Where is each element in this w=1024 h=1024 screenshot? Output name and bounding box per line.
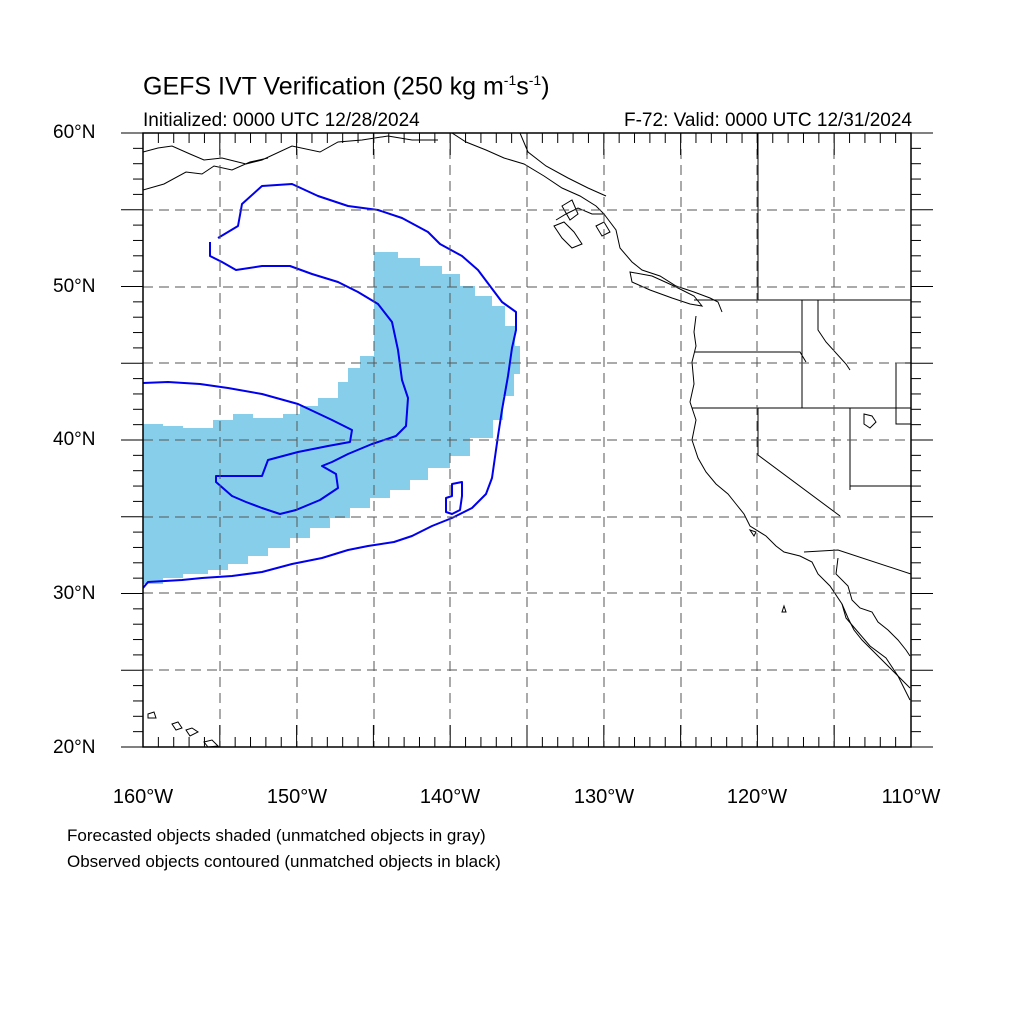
- initialized-time: Initialized: 0000 UTC 12/28/2024: [143, 110, 420, 131]
- footnote-forecast: Forecasted objects shaded (unmatched obj…: [67, 826, 486, 845]
- us-west-coastline: [689, 315, 911, 701]
- lat-label-30n: 30°N: [53, 583, 96, 604]
- observed-contour-small-loop: [445, 481, 463, 515]
- lon-label-120w: 120°W: [726, 786, 788, 808]
- lat-label-40n: 40°N: [53, 429, 96, 450]
- lon-label-140w: 140°W: [419, 786, 481, 808]
- observed-contour-inner-shelf: [143, 242, 409, 515]
- forecast-ivt-object: [143, 252, 520, 584]
- observed-contour-outer: [143, 183, 517, 589]
- lon-label-160w: 160°W: [112, 786, 174, 808]
- lat-label-20n: 20°N: [53, 737, 96, 758]
- alaska-panhandle-coastline: [451, 133, 607, 221]
- alaska-coastline: [143, 135, 438, 191]
- baja-peninsula-coastline: [835, 557, 911, 689]
- state-boundaries: [692, 133, 911, 575]
- small-lake-islands: [748, 413, 877, 613]
- bc-islands: [553, 199, 704, 307]
- lon-label-150w: 150°W: [266, 786, 328, 808]
- valid-time: F-72: Valid: 0000 UTC 12/31/2024: [624, 110, 912, 131]
- lon-label-110w: 110°W: [881, 786, 941, 808]
- lat-label-60n: 60°N: [53, 122, 96, 143]
- chart-title: GEFS IVT Verification (250 kg m-1s-1): [143, 72, 550, 101]
- bc-coastline: [603, 213, 723, 313]
- hawaii-islands: [147, 711, 220, 747]
- lon-label-130w: 130°W: [573, 786, 635, 808]
- lat-label-50n: 50°N: [53, 276, 96, 297]
- footnote-observed: Observed objects contoured (unmatched ob…: [67, 852, 501, 871]
